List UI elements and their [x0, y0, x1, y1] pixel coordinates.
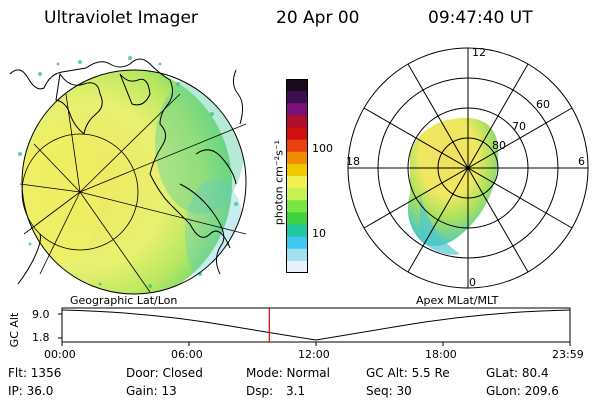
yaxis-tick-9: 9.0 [32, 308, 50, 321]
color-scale-bar [286, 79, 308, 273]
xaxis-tick-0000: 00:00 [44, 348, 76, 361]
mlat-label-80: 80 [492, 139, 506, 152]
mode-status: Mode: Normal [246, 366, 330, 380]
colorbar-band [286, 224, 308, 238]
colorbar-band [286, 200, 308, 213]
colorbar-band [286, 176, 308, 189]
gc-alt-axis-label: GC Alt [8, 312, 21, 348]
xaxis-tick-1800: 18:00 [425, 348, 457, 361]
time-label: 09:47:40 UT [428, 8, 533, 28]
gain-value: Gain: 13 [126, 384, 177, 398]
gc-altitude: GC Alt: 5.5 Re [366, 366, 450, 380]
sequence-number: Seq: 30 [366, 384, 412, 398]
colorbar-band [286, 139, 308, 153]
date-label: 20 Apr 00 [276, 8, 360, 28]
dsp-label: Dsp: [246, 384, 274, 398]
polar-mlat-mlt-plot [347, 47, 589, 289]
flight-number: Flt: 1356 [8, 366, 62, 380]
colorbar-band [286, 79, 308, 92]
colorbar-band [286, 248, 308, 262]
colorbar-band [286, 115, 308, 129]
colorbar-band [286, 151, 308, 165]
geographic-label: Geographic Lat/Lon [70, 294, 178, 307]
dsp-value: 3.1 [286, 384, 306, 398]
colorbar-band [286, 236, 308, 250]
geographic-latitude: GLat: 80.4 [486, 366, 549, 380]
xaxis-tick-0600: 06:00 [171, 348, 203, 361]
mlt-label-6: 6 [578, 155, 585, 168]
xaxis-tick-1200: 12:00 [298, 348, 330, 361]
yaxis-tick-1-8: 1.8 [32, 331, 50, 344]
geographic-map [9, 56, 247, 295]
colorbar-band [286, 163, 308, 177]
colorbar-band [286, 127, 308, 141]
mlt-label-12: 12 [472, 46, 486, 59]
colorbar-tick-10: 10 [312, 227, 326, 240]
colorbar-band [286, 91, 308, 104]
geographic-longitude: GLon: 209.6 [486, 384, 559, 398]
mlt-label-18: 18 [346, 155, 360, 168]
colorbar-band [286, 212, 308, 226]
mlat-label-70: 70 [512, 120, 526, 133]
apex-label: Apex MLat/MLT [416, 294, 499, 307]
colorbar-band [286, 103, 308, 116]
instrument-title: Ultraviolet Imager [44, 8, 198, 28]
door-status: Door: Closed [126, 366, 203, 380]
colorbar-unit-label: photon cm⁻²s⁻¹ [272, 139, 286, 226]
mlat-label-60: 60 [536, 98, 550, 111]
altitude-timeline-plot [58, 307, 571, 346]
ip-value: IP: 36.0 [8, 384, 54, 398]
mlt-label-0: 0 [469, 276, 476, 289]
colorbar-band [286, 188, 308, 201]
colorbar-band [286, 260, 308, 273]
colorbar-tick-100: 100 [312, 142, 333, 155]
xaxis-tick-2359: 23:59 [552, 348, 584, 361]
